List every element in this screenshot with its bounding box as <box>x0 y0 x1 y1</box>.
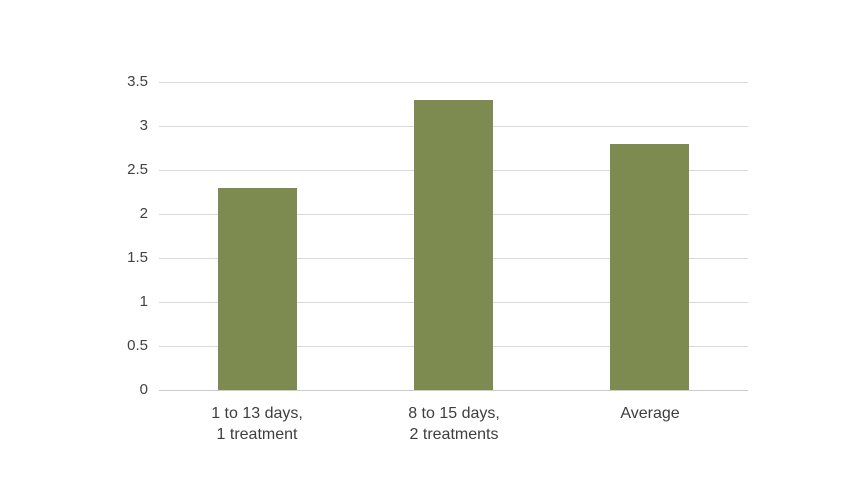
category-label: 8 to 15 days, 2 treatments <box>408 403 500 445</box>
y-tick-label: 0 <box>139 381 148 398</box>
bar <box>610 144 689 390</box>
y-tick-label: 1.5 <box>127 249 148 266</box>
category-label: Average <box>620 403 679 424</box>
y-tick-label: 1 <box>139 293 148 310</box>
y-tick-label: 2.5 <box>127 161 148 178</box>
x-axis-line <box>159 390 748 391</box>
bar <box>218 188 297 390</box>
y-tick-label: 3 <box>139 117 148 134</box>
y-tick-label: 0.5 <box>127 337 148 354</box>
category-label-line: 1 treatment <box>216 426 298 443</box>
y-tick-label: 3.5 <box>127 73 148 90</box>
category-label-line: 1 to 13 days, <box>211 405 303 422</box>
category-label: 1 to 13 days, 1 treatment <box>211 403 303 445</box>
bar <box>414 100 493 390</box>
gridline <box>159 82 748 83</box>
y-tick-label: 2 <box>139 205 148 222</box>
category-label-line: Average <box>620 405 680 422</box>
category-label-line: 8 to 15 days, <box>408 405 500 422</box>
category-label-line: 2 treatments <box>409 426 499 443</box>
